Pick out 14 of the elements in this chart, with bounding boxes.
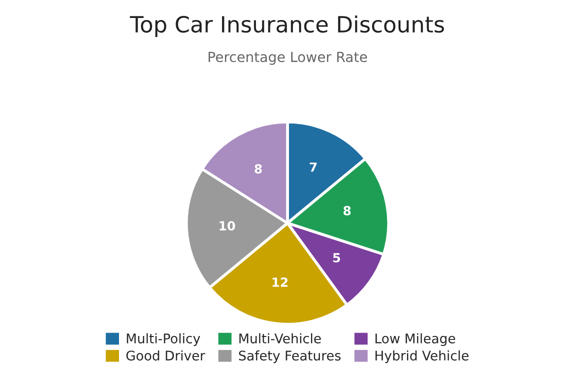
data-label: 8 [254,164,262,174]
chart-subtitle: Percentage Lower Rate [208,52,367,65]
data-label: 5 [333,253,340,262]
data-label: 8 [344,206,351,216]
legend-label: Hybrid Vehicle [376,350,468,364]
legend-label: Good Driver [126,350,206,361]
legend-label: Multi-Vehicle [239,333,321,344]
chart-title: Top Car Insurance Discounts [130,15,444,38]
data-label: 10 [220,221,236,231]
legend-label: Multi-Policy [126,333,200,346]
data-label: 12 [272,277,288,287]
legend-label: Low Mileage [376,333,456,346]
legend-label: Safety Features [238,350,341,364]
data-label: 7 [310,162,317,172]
